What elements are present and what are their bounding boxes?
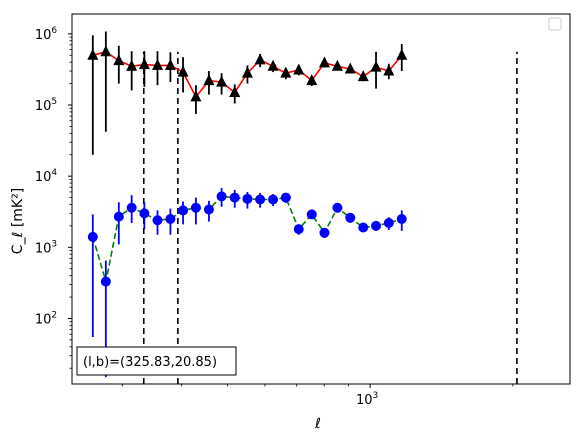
data-point-circle bbox=[126, 202, 137, 213]
data-point-circle bbox=[268, 194, 279, 205]
series-1 bbox=[87, 31, 408, 155]
data-point-circle bbox=[371, 220, 382, 231]
data-point-triangle bbox=[100, 45, 112, 57]
data-point-circle bbox=[319, 227, 330, 238]
data-point-triangle bbox=[254, 53, 266, 65]
data-point-triangle bbox=[126, 59, 138, 71]
data-point-circle bbox=[113, 211, 124, 222]
data-point-triangle bbox=[152, 58, 164, 70]
data-point-triangle bbox=[87, 48, 99, 60]
annotation-box: (l,b)=(325.83,20.85) bbox=[76, 346, 237, 376]
data-point-circle bbox=[216, 191, 227, 202]
data-point-circle bbox=[306, 209, 317, 220]
data-point-circle bbox=[280, 192, 291, 203]
data-point-triangle bbox=[280, 66, 292, 78]
data-point-triangle bbox=[113, 54, 125, 66]
data-point-triangle bbox=[216, 75, 228, 87]
y-tick-label: 104 bbox=[35, 168, 58, 185]
plot-frame bbox=[71, 13, 571, 385]
data-point-circle bbox=[332, 202, 343, 213]
data-point-circle bbox=[358, 222, 369, 233]
data-point-circle bbox=[152, 215, 163, 226]
annotation-frame bbox=[76, 346, 237, 376]
data-point-triangle bbox=[164, 58, 176, 70]
data-point-triangle bbox=[293, 63, 305, 75]
data-point-triangle bbox=[318, 56, 330, 68]
data-point-circle bbox=[139, 208, 150, 219]
data-point-triangle bbox=[396, 48, 408, 60]
data-point-circle bbox=[383, 217, 394, 228]
y-tick-label: 106 bbox=[35, 26, 58, 43]
data-point-triangle bbox=[229, 85, 241, 97]
vertical-marker-lines bbox=[142, 51, 518, 384]
x-tick-label: 103 bbox=[356, 391, 378, 408]
data-series bbox=[87, 31, 408, 378]
y-tick-label: 103 bbox=[35, 239, 57, 256]
data-point-triangle bbox=[344, 62, 356, 74]
data-point-triangle bbox=[190, 90, 202, 102]
data-point-triangle bbox=[370, 60, 382, 72]
data-point-circle bbox=[345, 212, 356, 223]
data-point-circle bbox=[165, 213, 176, 224]
data-point-triangle bbox=[331, 59, 343, 71]
series-line bbox=[92, 195, 403, 282]
data-point-circle bbox=[190, 202, 201, 213]
data-point-triangle bbox=[383, 64, 395, 76]
data-point-circle bbox=[396, 213, 407, 224]
data-point-circle bbox=[178, 205, 189, 216]
x-axis-label: ℓ bbox=[314, 416, 321, 432]
data-point-circle bbox=[203, 204, 214, 215]
data-point-circle bbox=[255, 194, 266, 205]
data-point-triangle bbox=[306, 74, 318, 86]
data-point-circle bbox=[100, 276, 111, 287]
y-axis-label: C_ℓ [mK²] bbox=[10, 188, 26, 254]
data-point-triangle bbox=[267, 59, 279, 71]
series-2 bbox=[87, 188, 407, 378]
data-point-triangle bbox=[177, 65, 189, 77]
legend-box bbox=[548, 17, 562, 31]
data-point-triangle bbox=[138, 58, 150, 70]
data-point-circle bbox=[87, 231, 98, 242]
data-point-triangle bbox=[203, 74, 215, 86]
y-tick-label: 105 bbox=[35, 97, 57, 114]
data-point-triangle bbox=[357, 70, 369, 82]
data-point-circle bbox=[229, 192, 240, 203]
annotation-text: (l,b)=(325.83,20.85) bbox=[83, 355, 217, 370]
data-point-circle bbox=[293, 224, 304, 235]
data-point-triangle bbox=[241, 66, 253, 78]
axes: 103 102 103 104 105 106 bbox=[35, 13, 571, 408]
data-point-circle bbox=[242, 193, 253, 204]
legend bbox=[548, 17, 562, 31]
y-tick-label: 102 bbox=[35, 310, 57, 327]
